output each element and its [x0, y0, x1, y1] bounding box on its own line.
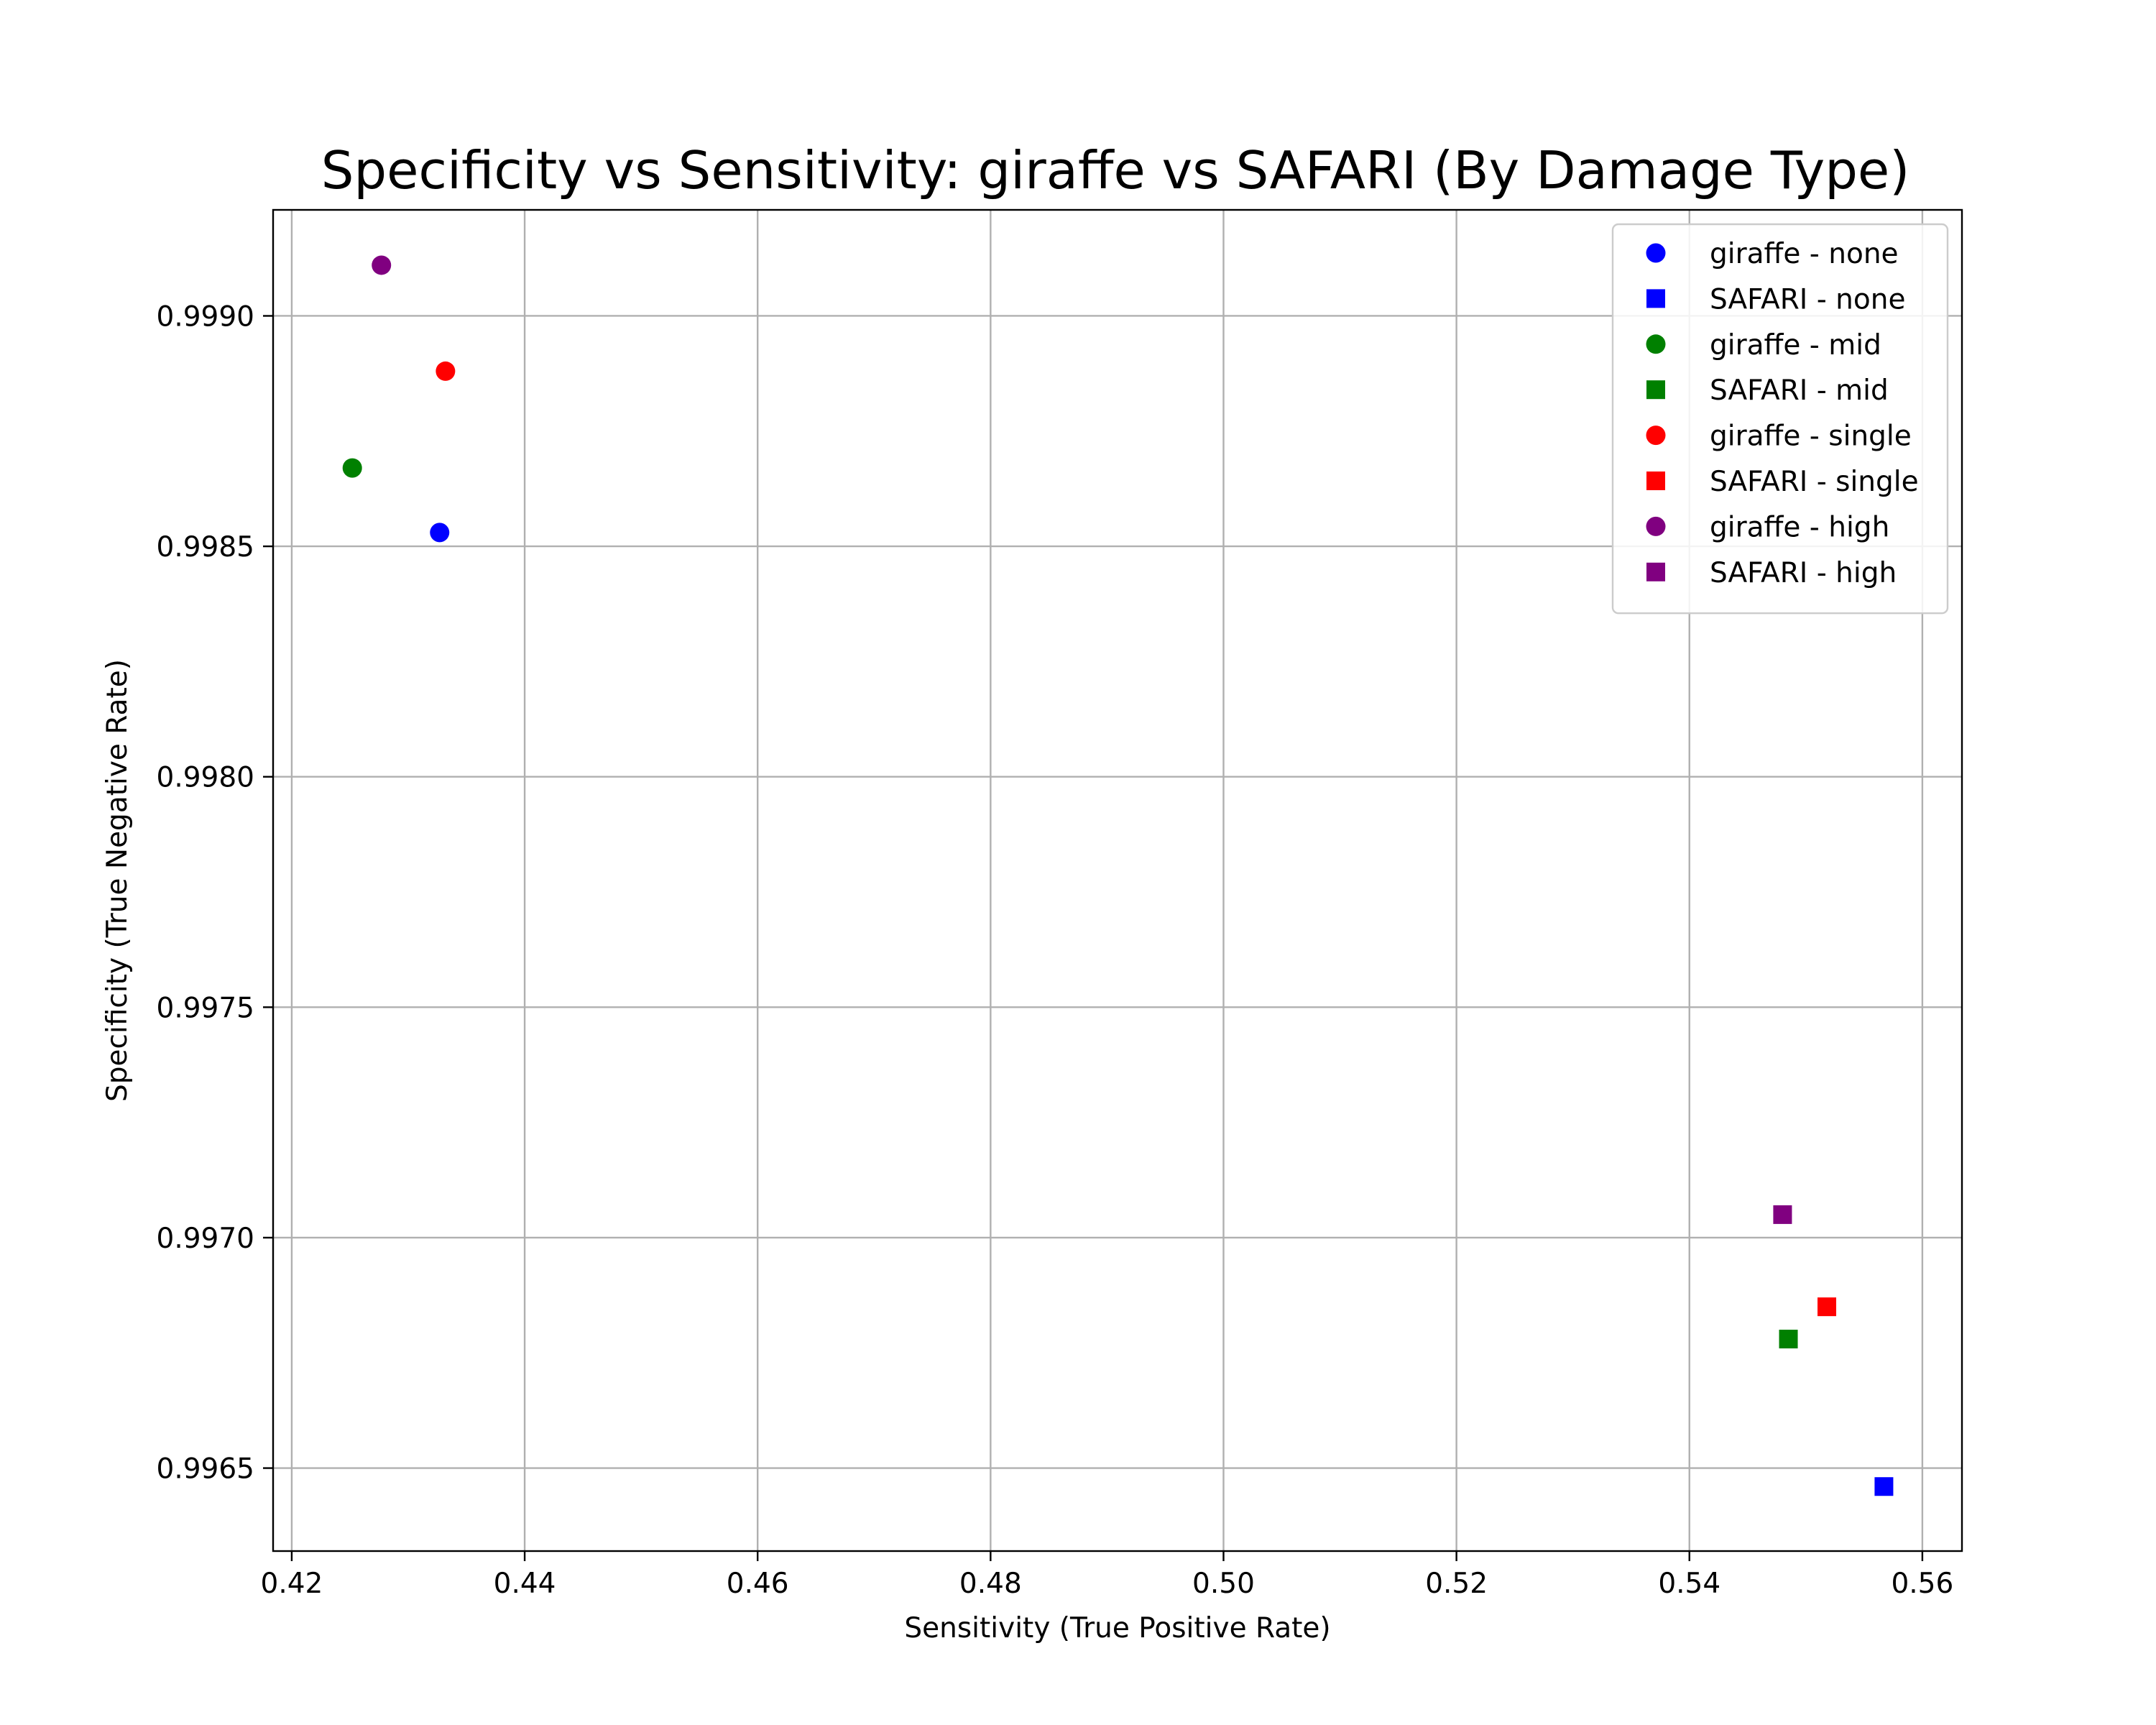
axis-ticks: 0.42 0.44 0.46 0.48 0.50 0.52 0.54 0.56 0.9965 0.… — [157, 300, 1954, 1600]
legend-label-safari-single: SAFARI - single — [1710, 466, 1919, 498]
legend-label-safari-mid: SAFARI - mid — [1710, 374, 1889, 407]
y-tick-label: 0.9965 — [157, 1453, 254, 1486]
x-tick-label: 0.50 — [1192, 1568, 1255, 1600]
x-tick-label: 0.44 — [494, 1568, 556, 1600]
x-tick-label: 0.46 — [727, 1568, 789, 1600]
x-tick-label: 0.54 — [1658, 1568, 1720, 1600]
y-tick-label: 0.9990 — [157, 300, 254, 333]
legend-label-giraffe-high: giraffe - high — [1710, 511, 1889, 543]
legend-marker-giraffe-none — [1646, 243, 1666, 263]
y-tick-label: 0.9985 — [157, 531, 254, 564]
legend-marker-safari-high — [1646, 562, 1665, 581]
legend-label-safari-high: SAFARI - high — [1710, 557, 1897, 589]
legend-label-giraffe-single: giraffe - single — [1710, 420, 1912, 453]
x-tick-label: 0.52 — [1425, 1568, 1488, 1600]
legend-box — [1611, 223, 1949, 615]
y-tick-label: 0.9980 — [157, 762, 254, 794]
grid — [273, 210, 1962, 1551]
point-safari-none — [1874, 1477, 1894, 1496]
legend-marker-giraffe-high — [1646, 516, 1666, 536]
legend-marker-giraffe-mid — [1646, 334, 1666, 354]
y-tick-label: 0.9970 — [157, 1223, 254, 1255]
y-axis-label: Specificity (True Negative Rate) — [101, 659, 134, 1102]
legend-marker-safari-single — [1646, 472, 1665, 490]
point-safari-high — [1773, 1205, 1792, 1224]
legend-marker-giraffe-single — [1646, 426, 1666, 446]
legend-label-giraffe-mid: giraffe - mid — [1710, 329, 1881, 362]
point-giraffe-single — [436, 361, 456, 381]
point-safari-single — [1818, 1297, 1836, 1317]
x-tick-label: 0.56 — [1891, 1568, 1953, 1600]
x-axis-label: Sensitivity (True Positive Rate) — [904, 1612, 1330, 1644]
point-giraffe-none — [430, 523, 450, 543]
data-points — [342, 255, 1894, 1496]
point-safari-mid — [1779, 1330, 1798, 1349]
x-tick-label: 0.42 — [261, 1568, 323, 1600]
axes-frame — [272, 208, 1963, 1552]
legend: giraffe - none SAFARI - none giraffe - mid… — [1611, 223, 1949, 615]
legend-marker-safari-none — [1646, 289, 1665, 308]
chart-title: Specificity vs Sensitivity: giraffe vs S… — [321, 140, 1910, 201]
legend-label-safari-none: SAFARI - none — [1710, 283, 1905, 316]
point-giraffe-mid — [342, 458, 362, 478]
legend-marker-safari-mid — [1646, 380, 1665, 400]
point-giraffe-high — [372, 255, 392, 275]
x-tick-label: 0.48 — [959, 1568, 1022, 1600]
legend-label-giraffe-none: giraffe - none — [1710, 238, 1899, 270]
y-tick-label: 0.9975 — [157, 992, 254, 1024]
